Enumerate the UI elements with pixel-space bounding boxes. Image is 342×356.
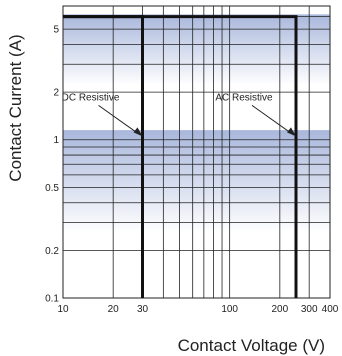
x-axis-title: Contact Voltage (V) xyxy=(178,336,325,355)
annotation-arrow xyxy=(286,127,296,137)
series-line xyxy=(63,15,298,298)
y-axis-title: Contact Current (A) xyxy=(6,34,25,181)
background-bands xyxy=(63,14,330,233)
grid-lines xyxy=(62,5,331,299)
x-tick-label: 400 xyxy=(322,304,339,315)
y-tick-label: 5 xyxy=(53,25,59,36)
y-tick-label: 0.5 xyxy=(45,183,59,194)
band-middle xyxy=(63,130,330,233)
tick-labels: 10 20 30 100 200 300 400 5 2 1 0.5 0.2 0.1 xyxy=(45,25,339,315)
x-tick-label: 10 xyxy=(57,304,69,315)
y-tick-label: 0.1 xyxy=(45,294,59,305)
annotation-leader xyxy=(98,104,137,133)
y-tick-label: 0.2 xyxy=(45,246,59,257)
annotation-leader xyxy=(251,104,291,133)
annotations: DC Resistive AC Resistive xyxy=(62,92,296,137)
x-tick-label: 100 xyxy=(221,304,238,315)
band-top xyxy=(63,14,330,86)
y-tick-label: 1 xyxy=(53,135,59,146)
annotation-label: DC Resistive xyxy=(62,92,120,103)
x-tick-label: 20 xyxy=(108,304,120,315)
series-lines xyxy=(63,15,298,298)
annotation-arrow xyxy=(133,127,143,137)
x-tick-label: 200 xyxy=(271,304,288,315)
x-tick-label: 30 xyxy=(137,304,149,315)
plot-frame xyxy=(62,5,331,299)
x-tick-label: 300 xyxy=(301,304,318,315)
y-tick-label: 2 xyxy=(53,88,59,99)
annotation-label: AC Resistive xyxy=(215,92,273,103)
